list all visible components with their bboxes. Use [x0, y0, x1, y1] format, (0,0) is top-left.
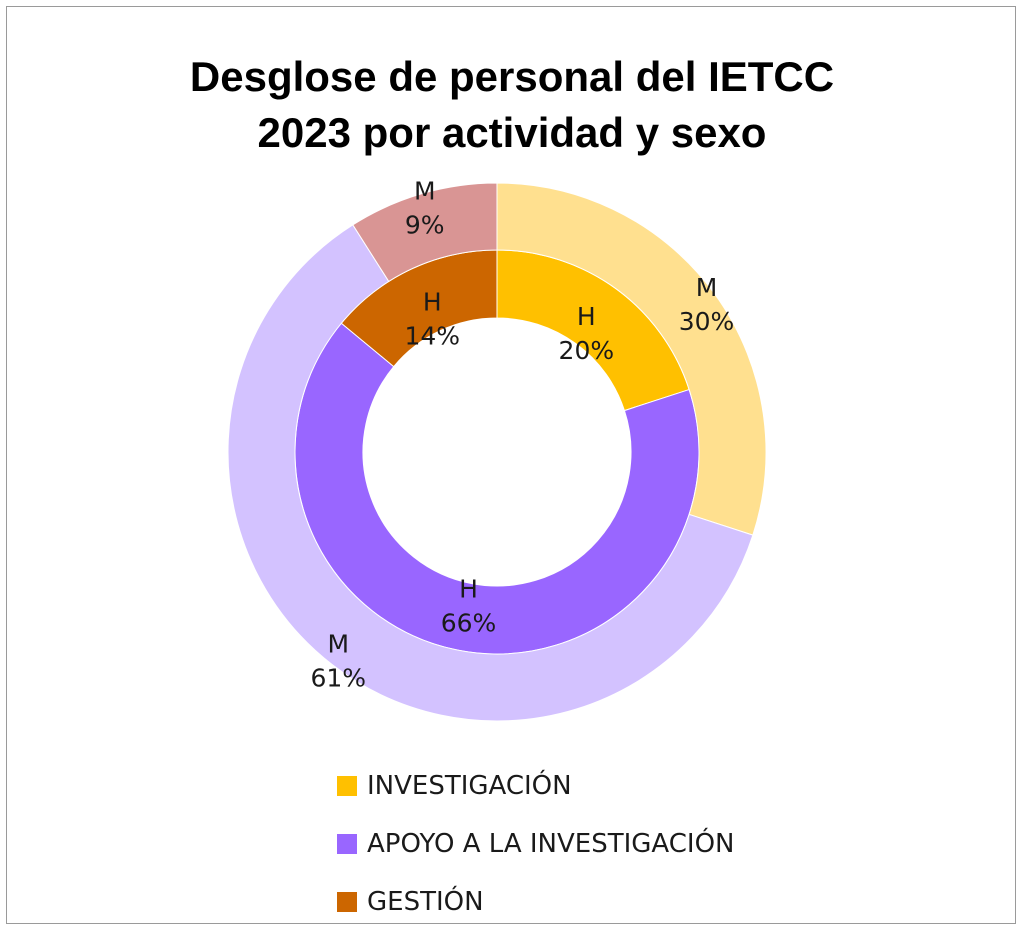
legend-swatch: [337, 776, 357, 796]
outer-ring-value-label: 61%: [310, 664, 366, 693]
chart-title-line2: 2023 por actividad y sexo: [257, 109, 767, 156]
outer-ring-slice[interactable]: [227, 224, 754, 722]
chart-title-line1: Desglose de personal del IETCC: [189, 53, 835, 100]
outer-ring-series-label: M: [414, 176, 436, 205]
legend-label: GESTIÓN: [367, 887, 484, 917]
chart-title: Desglose de personal del IETCC 2023 por …: [7, 49, 1017, 161]
outer-ring-value-label: 30%: [679, 307, 735, 336]
outer-ring-slice[interactable]: [496, 182, 767, 536]
inner-ring-value-label: 66%: [441, 608, 497, 637]
inner-ring-series-label: H: [577, 302, 596, 331]
donut-labels: H 20% H 66% H 14% M 30% M 61% M 9%: [310, 176, 734, 692]
legend-label: INVESTIGACIÓN: [367, 771, 572, 801]
outer-ring-value-label: 9%: [405, 210, 445, 239]
legend-swatch: [337, 834, 357, 854]
legend-item-investigacion[interactable]: INVESTIGACIÓN: [337, 757, 734, 815]
inner-ring-value-label: 14%: [404, 321, 460, 350]
chart-frame: Desglose de personal del IETCC 2023 por …: [6, 6, 1016, 924]
legend-item-gestion[interactable]: GESTIÓN: [337, 873, 734, 931]
outer-ring-series-label: M: [696, 273, 718, 302]
donut-slices: [227, 182, 767, 722]
inner-ring-value-label: 20%: [559, 336, 615, 365]
inner-ring-series-label: H: [459, 574, 478, 603]
legend-swatch: [337, 892, 357, 912]
legend-item-apoyo[interactable]: APOYO A LA INVESTIGACIÓN: [337, 815, 734, 873]
inner-ring-series-label: H: [423, 287, 442, 316]
chart-legend: INVESTIGACIÓN APOYO A LA INVESTIGACIÓN G…: [337, 757, 734, 931]
outer-ring-series-label: M: [327, 630, 349, 659]
outer-ring-slice[interactable]: [352, 182, 498, 283]
legend-label: APOYO A LA INVESTIGACIÓN: [367, 829, 735, 859]
